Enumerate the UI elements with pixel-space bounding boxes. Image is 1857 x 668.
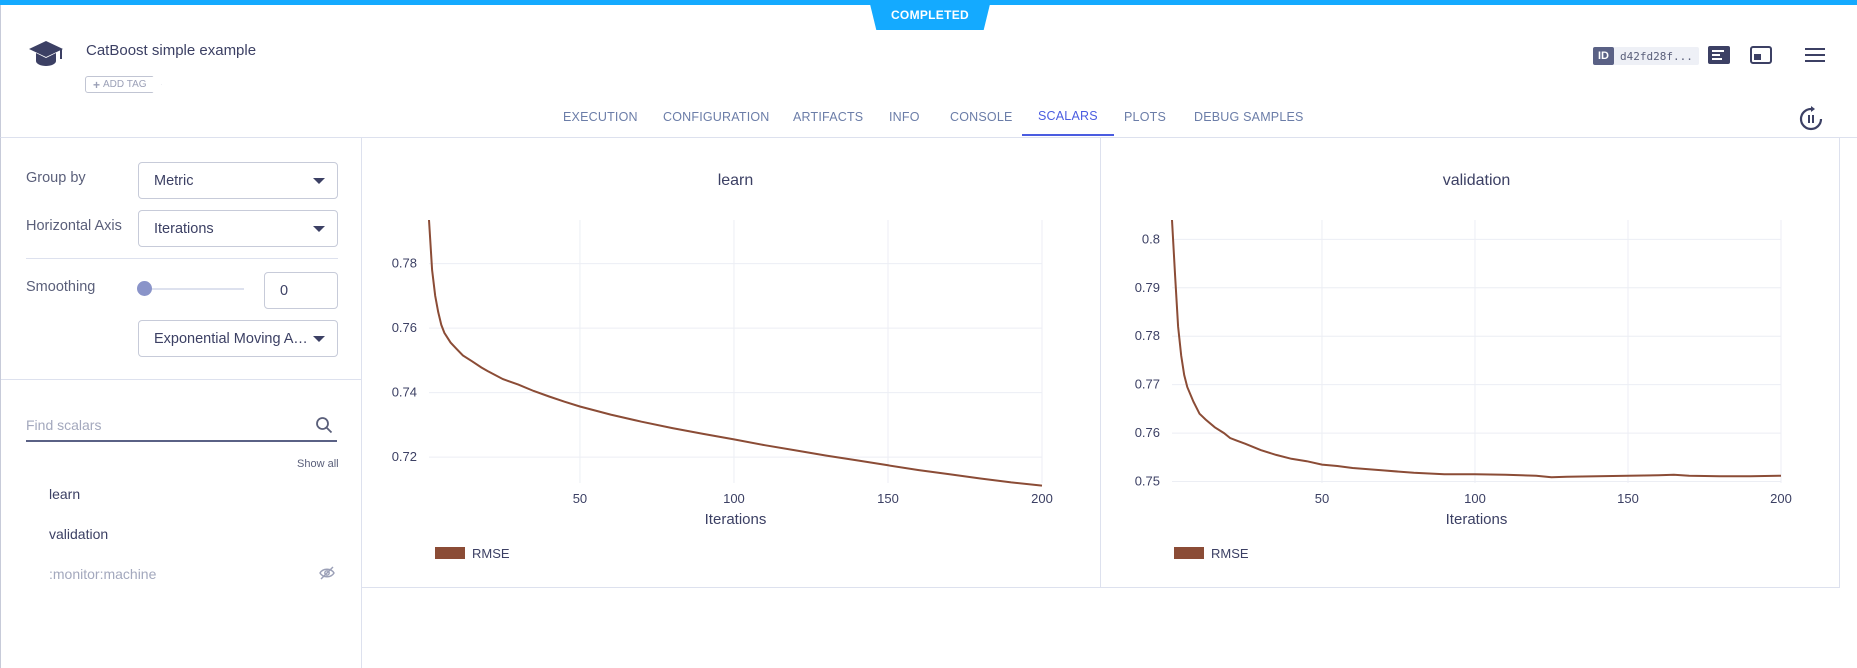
y-tick-label: 0.78	[392, 256, 417, 271]
experiment-id-badge[interactable]: ID d42fd28f...	[1593, 47, 1699, 65]
metric-item-validation[interactable]: validation	[49, 526, 109, 542]
x-tick-label: 50	[1315, 491, 1329, 506]
chart-panel-validation: validation 50 100 150 200 0.75 0.76 0.77 0.78 0.7…	[1101, 138, 1840, 588]
x-axis-label: Iterations	[1446, 511, 1508, 528]
y-tick-label: 0.72	[392, 449, 417, 464]
legend-swatch[interactable]	[1174, 547, 1204, 559]
x-tick-label: 200	[1770, 491, 1792, 506]
search-icon[interactable]	[315, 416, 333, 434]
smoothing-slider-track[interactable]	[144, 288, 244, 290]
status-badge: COMPLETED	[869, 0, 991, 30]
y-tick-label: 0.78	[1135, 328, 1160, 343]
legend-label[interactable]: RMSE	[1211, 546, 1249, 561]
scalars-settings-sidebar: Group by Metric Horizontal Axis Iteratio…	[0, 138, 362, 668]
y-tick-label: 0.79	[1135, 280, 1160, 295]
tab-execution[interactable]: EXECUTION	[563, 110, 638, 124]
hamburger-menu-icon[interactable]	[1802, 43, 1828, 67]
experiment-title: CatBoost simple example	[86, 42, 257, 59]
metric-item-monitor-machine[interactable]: :monitor:machine	[49, 566, 157, 582]
x-tick-label: 200	[1031, 491, 1053, 506]
chart-title: learn	[718, 172, 754, 189]
eye-off-icon[interactable]	[319, 565, 335, 581]
tab-artifacts[interactable]: ARTIFACTS	[793, 110, 864, 124]
details-panel-icon[interactable]	[1706, 43, 1732, 67]
x-axis-label: Iterations	[705, 511, 767, 528]
x-tick-label: 100	[723, 491, 745, 506]
tab-configuration[interactable]: CONFIGURATION	[663, 110, 770, 124]
auto-refresh-icon[interactable]	[1798, 106, 1824, 132]
y-tick-label: 0.76	[392, 320, 417, 335]
tab-debug-samples[interactable]: DEBUG SAMPLES	[1194, 110, 1304, 124]
horizontal-axis-select[interactable]: Iterations	[138, 210, 338, 247]
x-tick-label: 150	[1617, 491, 1639, 506]
divider	[1, 379, 362, 380]
tab-console[interactable]: CONSOLE	[950, 110, 1013, 124]
scalars-content: learn 50 100 150 200 0.72 0.74 0.76 0.78 Iteratio…	[362, 138, 1857, 668]
chart-panel-learn: learn 50 100 150 200 0.72 0.74 0.76 0.78 Iteratio…	[362, 138, 1101, 588]
x-tick-label: 100	[1464, 491, 1486, 506]
add-tag-label: ADD TAG	[103, 79, 147, 90]
learn-chart[interactable]: learn 50 100 150 200 0.72 0.74 0.76 0.78 Iteratio…	[362, 138, 1101, 588]
x-tick-label: 150	[877, 491, 899, 506]
divider	[26, 258, 338, 259]
group-by-label: Group by	[26, 170, 86, 186]
smoothing-type-value: Exponential Moving Average	[154, 330, 314, 347]
legend-swatch[interactable]	[435, 547, 465, 559]
y-tick-label: 0.77	[1135, 377, 1160, 392]
experiment-tabs: EXECUTION CONFIGURATION ARTIFACTS INFO C…	[0, 98, 1857, 138]
tab-info[interactable]: INFO	[889, 110, 920, 124]
validation-chart[interactable]: validation 50 100 150 200 0.75 0.76 0.77 0.78 0.7…	[1101, 138, 1840, 588]
series-line-rmse[interactable]	[1171, 219, 1782, 479]
legend-label[interactable]: RMSE	[472, 546, 510, 561]
find-scalars-search[interactable]: Find scalars	[26, 410, 337, 442]
y-tick-label: 0.8	[1142, 231, 1160, 246]
plus-icon: +	[93, 77, 101, 92]
group-by-select[interactable]: Metric	[138, 162, 338, 199]
layout-icon[interactable]	[1748, 43, 1774, 67]
series-line-rmse[interactable]	[428, 219, 1043, 487]
chevron-down-icon	[313, 336, 325, 342]
chevron-down-icon	[313, 178, 325, 184]
smoothing-input[interactable]: 0	[264, 272, 338, 309]
search-input[interactable]: Find scalars	[26, 417, 102, 433]
metric-item-learn[interactable]: learn	[49, 486, 81, 502]
chevron-down-icon	[313, 226, 325, 232]
y-tick-label: 0.76	[1135, 425, 1160, 440]
y-tick-label: 0.74	[392, 385, 417, 400]
x-tick-label: 50	[573, 491, 587, 506]
chart-title: validation	[1443, 172, 1511, 189]
horizontal-axis-value: Iterations	[154, 220, 214, 237]
add-tag-button[interactable]: + ADD TAG	[85, 76, 162, 93]
smoothing-slider-handle[interactable]	[137, 281, 152, 296]
graduation-cap-icon	[29, 41, 63, 66]
experiment-header: CatBoost simple example + ADD TAG ID d42…	[0, 5, 1857, 138]
y-tick-label: 0.75	[1135, 474, 1160, 489]
smoothing-type-select[interactable]: Exponential Moving Average	[138, 320, 338, 357]
smoothing-label: Smoothing	[26, 279, 96, 295]
id-label: ID	[1593, 47, 1614, 65]
horizontal-axis-label: Horizontal Axis	[26, 218, 122, 234]
show-all-link[interactable]: Show all	[297, 458, 339, 470]
tab-plots[interactable]: PLOTS	[1124, 110, 1166, 124]
group-by-value: Metric	[154, 172, 194, 189]
id-value: d42fd28f...	[1620, 49, 1693, 63]
tab-scalars[interactable]: SCALARS	[1022, 98, 1114, 136]
